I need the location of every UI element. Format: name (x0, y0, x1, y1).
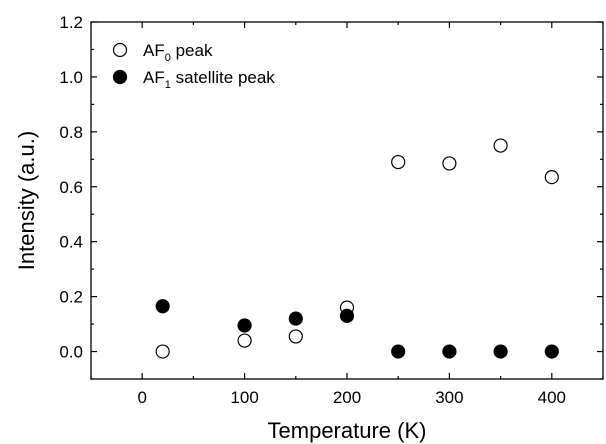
y-axis-title: Intensity (a.u.) (14, 131, 39, 270)
legend-label: AF1 satellite peak (143, 68, 275, 91)
af0-peak-point (544, 170, 559, 185)
af0-peak-point (237, 333, 252, 348)
satellite-peak-point (391, 344, 406, 359)
af0-peak-point (155, 344, 170, 359)
legend-marker (112, 42, 128, 58)
legend-label: AF0 peak (143, 41, 213, 64)
x-axis-title: Temperature (K) (268, 418, 427, 443)
y-tick-label: 0.0 (59, 343, 83, 362)
af0-peak-point (391, 154, 406, 170)
x-tick-label: 400 (538, 388, 566, 407)
x-tick-label: 200 (333, 388, 361, 407)
y-tick-label: 0.4 (59, 233, 83, 252)
x-tick-label: 300 (435, 388, 463, 407)
af0-peak-point (493, 138, 508, 153)
legend: AF0 peak AF1 satellite peak (112, 41, 275, 91)
satellite-peak-point (493, 344, 508, 359)
y-axis-ticks: 0.0 0.2 0.4 0.6 0.8 1.0 1.2 (59, 13, 603, 380)
af0-peak-point (288, 329, 303, 344)
x-tick-label: 0 (137, 388, 146, 407)
y-tick-label: 0.6 (59, 178, 83, 197)
y-tick-label: 1.2 (59, 13, 83, 32)
satellite-peak-point (288, 311, 303, 326)
af0-peak-point (442, 156, 457, 171)
legend-marker (112, 69, 128, 85)
satellite-peak-point (442, 344, 457, 359)
y-tick-label: 0.2 (59, 288, 83, 307)
y-tick-label: 0.8 (59, 123, 83, 142)
satellite-peak-point (155, 299, 170, 314)
data-markers (155, 138, 559, 359)
satellite-peak-point (544, 344, 559, 359)
x-tick-label: 100 (230, 388, 258, 407)
satellite-peak-point (237, 318, 252, 333)
satellite-peak-point (339, 308, 355, 323)
x-axis-ticks: 0 100 200 300 400 (90, 22, 604, 407)
plot-frame (90, 21, 604, 380)
y-tick-label: 1.0 (59, 68, 83, 87)
